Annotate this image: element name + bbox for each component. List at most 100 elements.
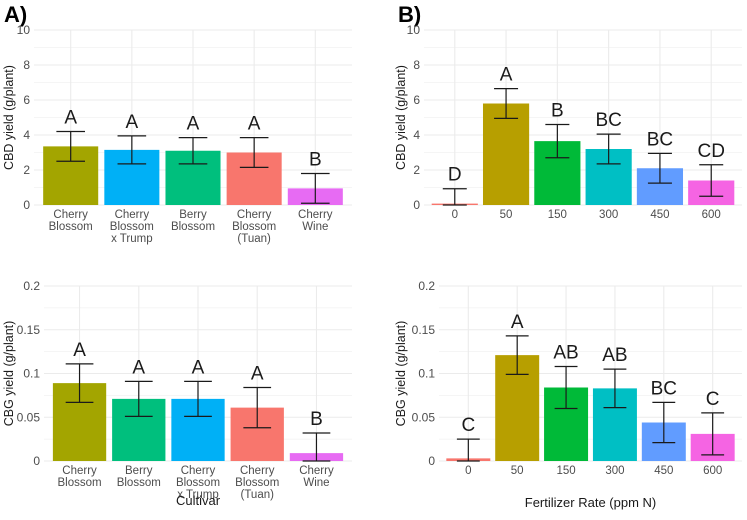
chart-b-top-cbd-fertilizer: 0 2 4 6 8 10 D 0 A 50 B 150 BC 300 BC 450 CD 600 CBD yield… bbox=[394, 23, 742, 221]
x-tick-label: Cherry Wine bbox=[298, 209, 333, 233]
x-tick-label-line: 600 bbox=[703, 465, 722, 477]
significance-letter: AB bbox=[602, 345, 627, 366]
significance-letter: B bbox=[310, 409, 323, 430]
x-tick-label-line: x Trump bbox=[111, 233, 153, 245]
y-tick-label: 0.15 bbox=[17, 323, 41, 337]
significance-letter: C bbox=[461, 415, 475, 436]
x-tick-label: 50 bbox=[500, 209, 513, 221]
significance-letter: D bbox=[448, 165, 462, 186]
x-tick-label: Cherry Wine bbox=[299, 465, 334, 489]
y-tick-label: 0 bbox=[33, 454, 40, 468]
significance-letter: B bbox=[309, 150, 322, 171]
y-tick-label: 0 bbox=[23, 198, 30, 212]
x-tick-label-line: 150 bbox=[548, 209, 567, 221]
significance-letter: AB bbox=[553, 343, 578, 364]
y-tick-label: 2 bbox=[413, 163, 420, 177]
x-tick-label-line: Cherry bbox=[240, 465, 275, 477]
x-axis-label: Cultivar bbox=[176, 493, 221, 508]
significance-letter: B bbox=[551, 101, 564, 122]
bar bbox=[482, 103, 530, 205]
y-axis-label: CBG yield (g/plant) bbox=[394, 321, 408, 427]
significance-letter: A bbox=[511, 312, 524, 333]
significance-letter: BC bbox=[647, 129, 673, 150]
x-tick-label: Berry Blossom bbox=[117, 465, 161, 489]
y-tick-label: 0.2 bbox=[418, 279, 435, 293]
x-tick-label-line: (Tuan) bbox=[237, 233, 271, 245]
x-tick-label: 450 bbox=[650, 209, 669, 221]
x-tick-label-line: 450 bbox=[650, 209, 669, 221]
x-tick-label: 150 bbox=[556, 465, 575, 477]
y-tick-label: 0.05 bbox=[17, 410, 41, 424]
x-tick-label: Cherry Blossom (Tuan) bbox=[235, 465, 279, 501]
x-tick-label: Cherry Blossom x Trump bbox=[176, 465, 220, 501]
x-tick-label: 300 bbox=[599, 209, 618, 221]
x-tick-label-line: Berry bbox=[125, 465, 153, 477]
x-tick-label-line: 300 bbox=[605, 465, 624, 477]
significance-letter: CD bbox=[697, 141, 724, 162]
x-tick-label-line: Wine bbox=[302, 221, 328, 233]
x-tick-label-line: Blossom bbox=[171, 221, 215, 233]
x-tick-label-line: 600 bbox=[702, 209, 721, 221]
x-tick-label-line: Blossom bbox=[57, 477, 101, 489]
significance-letter: C bbox=[706, 389, 720, 410]
x-tick-label: 0 bbox=[465, 465, 471, 477]
x-tick-label-line: 50 bbox=[500, 209, 513, 221]
x-tick-label-line: Cherry bbox=[181, 465, 216, 477]
x-tick-label-line: Blossom bbox=[110, 221, 154, 233]
x-tick-label-line: 300 bbox=[599, 209, 618, 221]
y-axis-label: CBD yield (g/plant) bbox=[2, 65, 16, 170]
panel-label-b: B) bbox=[398, 2, 421, 27]
x-tick-label: 300 bbox=[605, 465, 624, 477]
y-tick-label: 6 bbox=[23, 93, 30, 107]
x-tick-label-line: Cherry bbox=[115, 209, 150, 221]
y-tick-label: 10 bbox=[17, 23, 31, 37]
significance-letter: BC bbox=[651, 378, 677, 399]
y-tick-label: 0 bbox=[428, 454, 435, 468]
x-tick-label-line: Cherry bbox=[53, 209, 88, 221]
x-tick-label: Cherry Blossom (Tuan) bbox=[232, 209, 276, 245]
y-tick-label: 0 bbox=[413, 198, 420, 212]
significance-letter: A bbox=[500, 65, 513, 86]
y-tick-label: 8 bbox=[23, 58, 30, 72]
x-tick-label-line: Wine bbox=[303, 477, 329, 489]
y-tick-label: 0.2 bbox=[23, 279, 40, 293]
y-tick-label: 8 bbox=[413, 58, 420, 72]
x-tick-label-line: x Trump bbox=[177, 489, 219, 501]
y-tick-label: 4 bbox=[413, 128, 420, 142]
x-tick-label: 0 bbox=[452, 209, 458, 221]
x-tick-label-line: Cherry bbox=[237, 209, 272, 221]
x-tick-label-line: Blossom bbox=[49, 221, 93, 233]
x-tick-label: 450 bbox=[654, 465, 673, 477]
x-tick-label-line: Blossom bbox=[117, 477, 161, 489]
x-tick-label: Cherry Blossom bbox=[57, 465, 101, 489]
x-tick-label: Cherry Blossom x Trump bbox=[110, 209, 154, 245]
x-tick-label: 150 bbox=[548, 209, 567, 221]
significance-letter: A bbox=[126, 112, 139, 133]
x-tick-label: Berry Blossom bbox=[171, 209, 215, 233]
y-axis-label: CBD yield (g/plant) bbox=[394, 65, 408, 170]
x-tick-label-line: 150 bbox=[556, 465, 575, 477]
y-tick-label: 2 bbox=[23, 163, 30, 177]
x-tick-label-line: (Tuan) bbox=[241, 489, 275, 501]
significance-letter: A bbox=[73, 340, 86, 361]
y-tick-label: 0.1 bbox=[418, 367, 435, 381]
x-tick-label-line: 450 bbox=[654, 465, 673, 477]
x-tick-label-line: Berry bbox=[179, 209, 207, 221]
significance-letter: A bbox=[132, 357, 145, 378]
y-tick-label: 10 bbox=[407, 23, 421, 37]
y-tick-label: 0.15 bbox=[412, 323, 436, 337]
x-tick-label: 600 bbox=[703, 465, 722, 477]
significance-letter: A bbox=[251, 364, 264, 385]
chart-b-bottom-cbg-fertilizer: 0 0.05 0.1 0.15 0.2 C 0 A 50 AB 150 AB 300 BC 450 C 600 C… bbox=[394, 279, 742, 510]
x-tick-label-line: 0 bbox=[465, 465, 471, 477]
y-tick-label: 0.05 bbox=[412, 410, 436, 424]
significance-letter: A bbox=[64, 108, 77, 129]
significance-letter: A bbox=[248, 114, 261, 135]
x-tick-label-line: Cherry bbox=[62, 465, 97, 477]
y-tick-label: 4 bbox=[23, 128, 30, 142]
x-tick-label: Cherry Blossom bbox=[49, 209, 93, 233]
x-tick-label-line: 0 bbox=[452, 209, 458, 221]
